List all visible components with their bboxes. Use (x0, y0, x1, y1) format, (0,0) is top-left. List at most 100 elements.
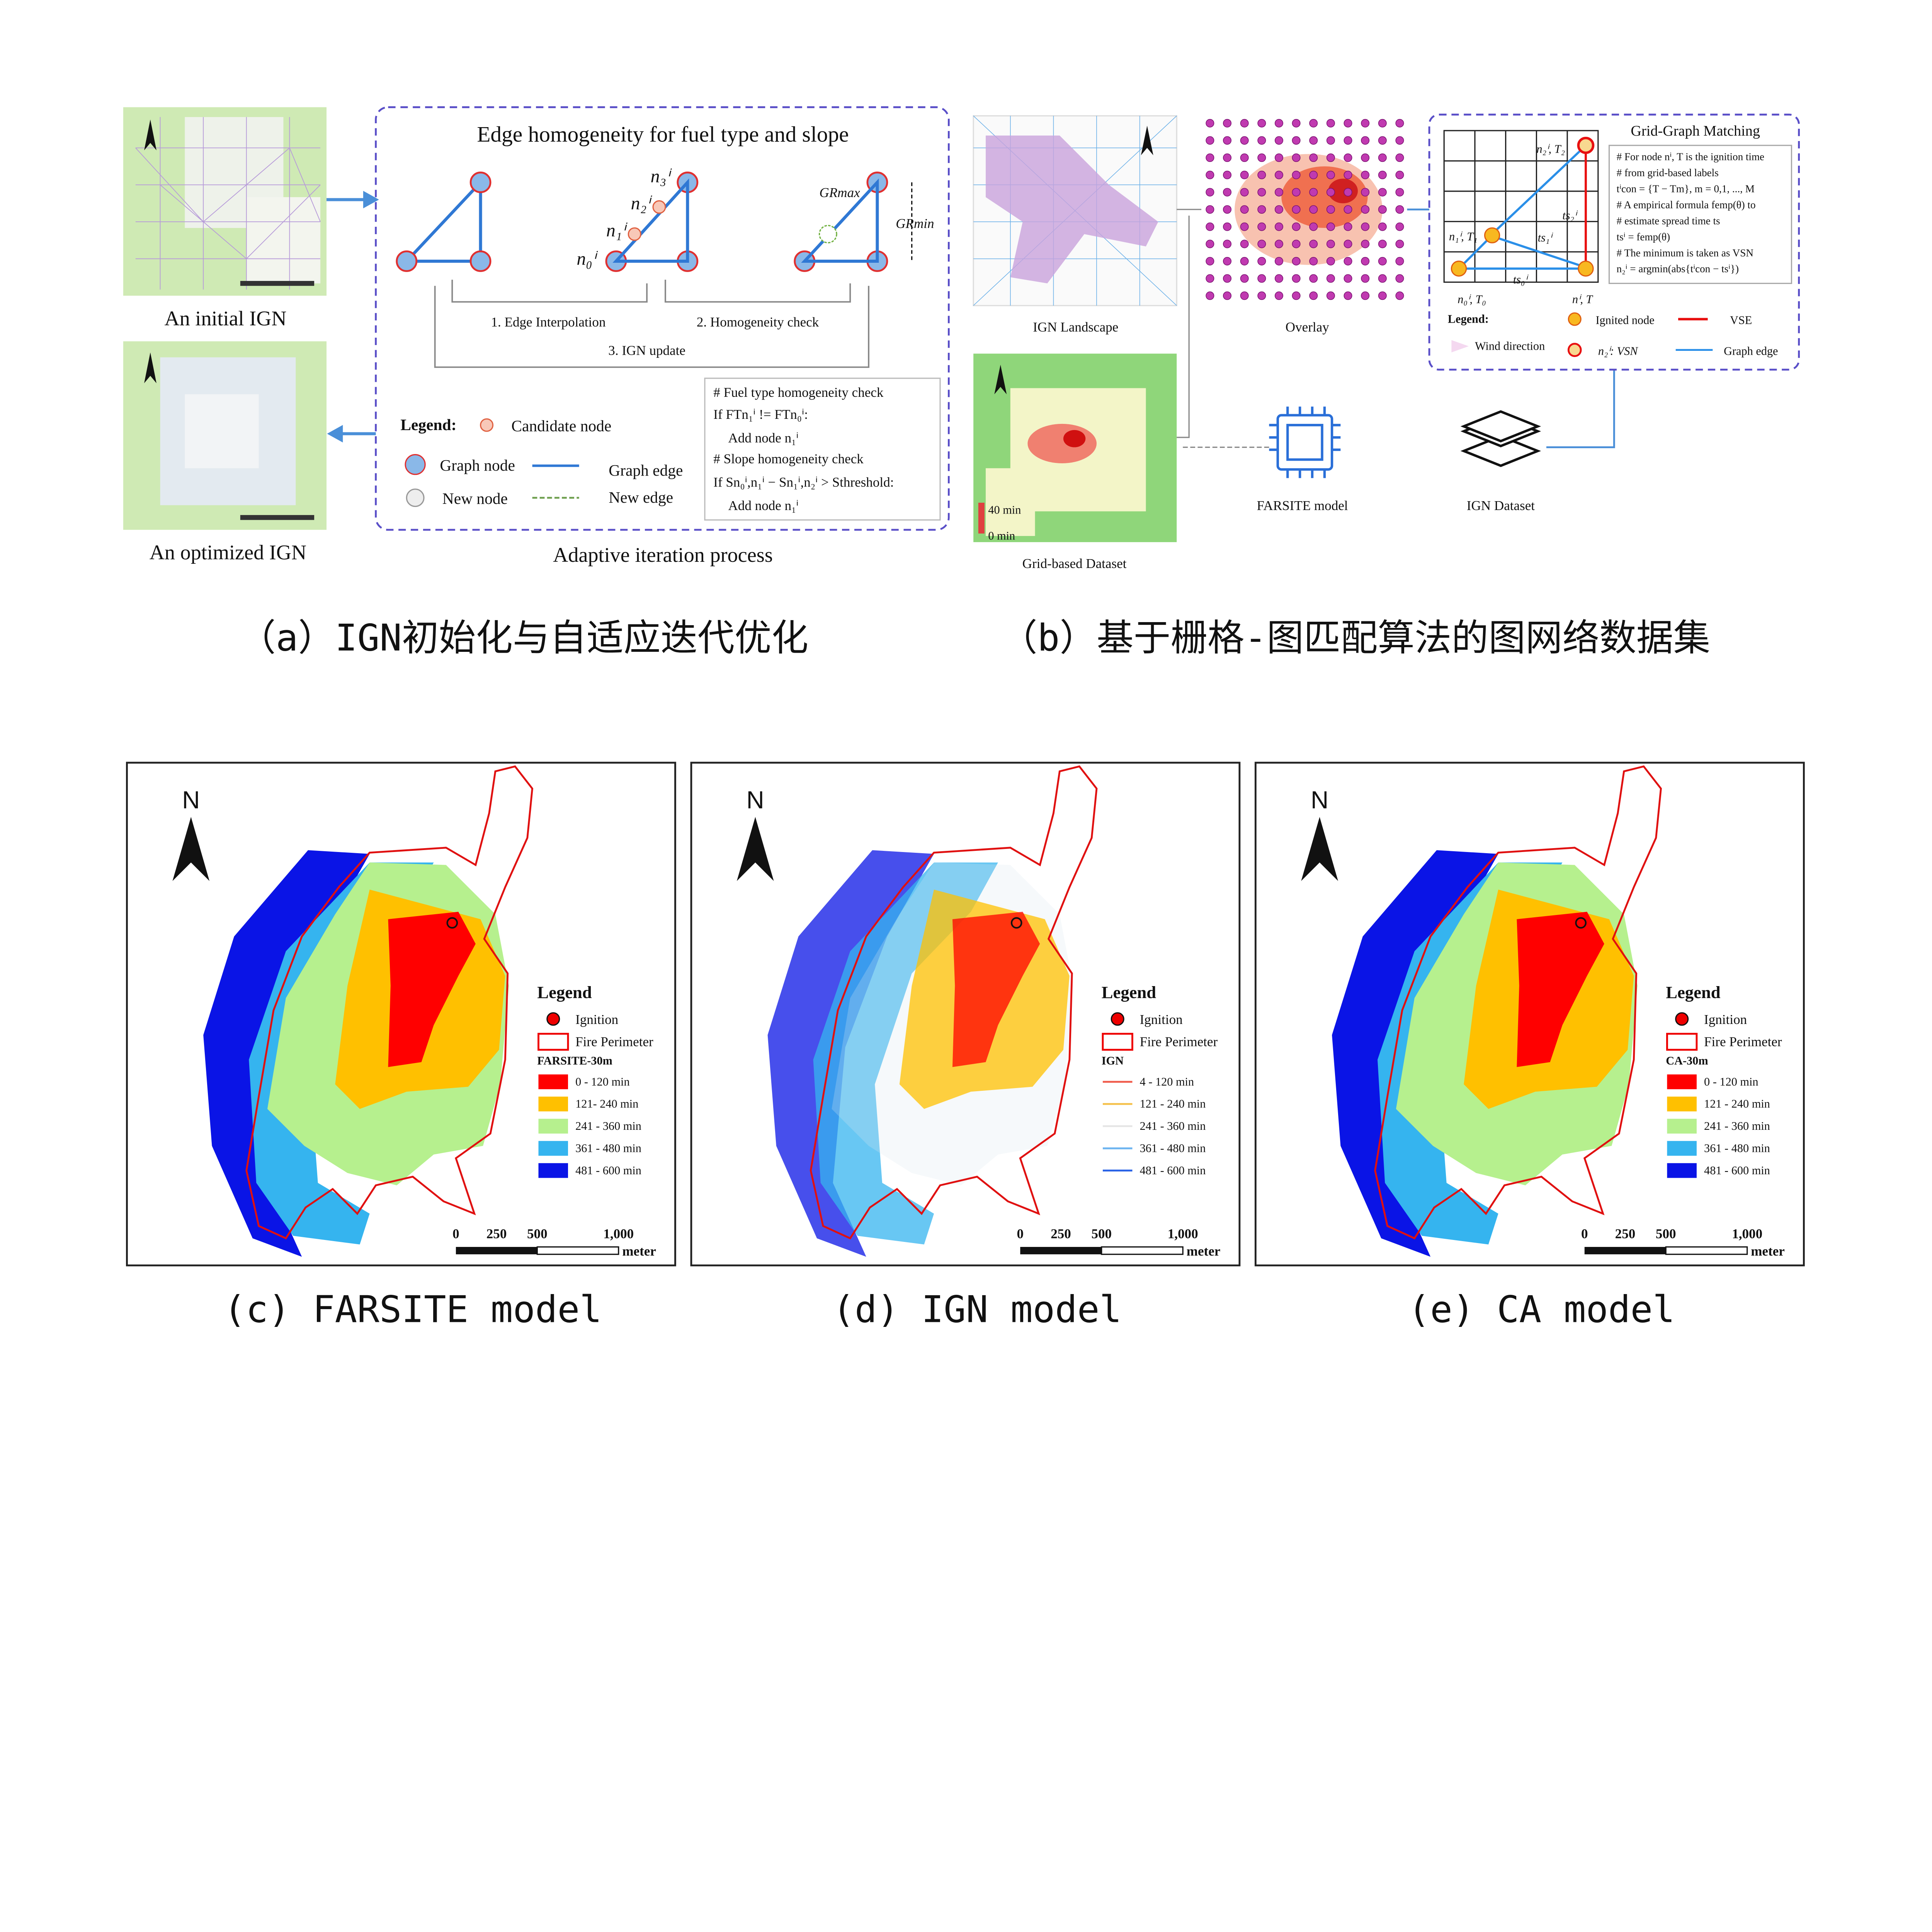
scale-tick: 250 (1615, 1226, 1636, 1242)
step-ign-update: 3. IGN update (608, 343, 685, 358)
overlay-node (1292, 240, 1301, 248)
code-line: n₂ⁱ = argmin(abs{tⁱcon − tsⁱ}) (1617, 263, 1739, 275)
overlay-node (1395, 136, 1404, 145)
overlay-node (1223, 291, 1232, 300)
overlay-node (1292, 119, 1301, 128)
overlay-node (1206, 170, 1214, 179)
overlay-node (1395, 222, 1404, 231)
panel-a: An initial IGN An optimized IGN Edge hom… (123, 106, 950, 660)
overlay-node (1378, 188, 1387, 197)
spread-zone-3 (1378, 862, 1563, 1245)
overlay-node (1344, 222, 1352, 231)
code-line: Add node n₁ⁱ (728, 498, 799, 513)
legend-swatch (1667, 1074, 1697, 1089)
overlay-node (1344, 205, 1352, 214)
code-line: # The minimum is taken as VSN (1617, 247, 1753, 259)
north-arrow-icon (144, 352, 156, 383)
overlay-node (1326, 291, 1335, 300)
scale-bar: 0 250 500 1,000 meter (1581, 1226, 1785, 1259)
code-line: # Slope homogeneity check (713, 451, 864, 466)
legend-title: Legend: (400, 416, 456, 434)
overlay-node (1206, 274, 1214, 283)
overlay-node (1326, 136, 1335, 145)
overlay-node (1378, 240, 1387, 248)
overlay-node (1274, 136, 1283, 145)
scale-tick: 0 (452, 1226, 459, 1242)
matching-grid (1443, 130, 1599, 283)
overlay-node (1223, 119, 1232, 128)
north-arrow-icon (1301, 817, 1338, 881)
overlay-node (1223, 170, 1232, 179)
optimized-ign-label: An optimized IGN (150, 541, 306, 564)
overlay-node (1223, 257, 1232, 266)
overlay-node (1395, 119, 1404, 128)
legend-class-label: 481 - 600 min (575, 1164, 641, 1177)
overlay-node (1326, 170, 1335, 179)
overlay-node (1292, 136, 1301, 145)
overlay-node (1292, 291, 1301, 300)
overlay-node (1257, 170, 1266, 179)
scale-tick: 1,000 (1168, 1226, 1198, 1242)
legend-title: Legend (537, 983, 592, 1002)
overlay-node (1344, 188, 1352, 197)
overlay-node (1326, 153, 1335, 162)
scale-tick: 500 (1091, 1226, 1112, 1242)
overlay-node (1274, 222, 1283, 231)
overlay-node (1240, 222, 1249, 231)
overlay-node (1395, 240, 1404, 248)
optimized-ign-image (123, 341, 327, 530)
overlay-node (1274, 119, 1283, 128)
scale-tick: 1,000 (603, 1226, 634, 1242)
farsite-chip-icon (1269, 406, 1341, 478)
legend-model-name: IGN (1102, 1054, 1124, 1067)
overlay-node (1240, 136, 1249, 145)
scale-tick: 250 (1051, 1226, 1071, 1242)
overlay-node (1395, 257, 1404, 266)
legend-ignition: Ignition (1704, 1012, 1747, 1027)
overlay-node (1344, 119, 1352, 128)
overlay-node (1309, 170, 1318, 179)
node-label-n0: n₀ⁱ (577, 249, 598, 269)
scale-tick: 0 (1017, 1226, 1024, 1242)
overlay-node (1292, 205, 1301, 214)
overlay-node (1240, 257, 1249, 266)
legend-class-label: 241 - 360 min (1140, 1119, 1206, 1133)
overlay-node (1395, 205, 1404, 214)
scale-tick: 250 (486, 1226, 507, 1242)
overlay-node (1309, 240, 1318, 248)
spread-zone-4 (767, 850, 934, 1257)
spread-zone-4 (203, 850, 370, 1257)
overlay-node (1361, 240, 1370, 248)
overlay-node (1223, 136, 1232, 145)
north-arrow-icon (144, 119, 156, 151)
overlay-node (1326, 257, 1335, 266)
overlay-node (1309, 205, 1318, 214)
overlay-node (1292, 153, 1301, 162)
legend-class-label: 361 - 480 min (575, 1141, 641, 1155)
legend-class-label: 4 - 120 min (1140, 1075, 1194, 1088)
ign-landscape-image (973, 115, 1177, 306)
north-arrow-icon (1141, 126, 1153, 155)
farsite-model-label: FARSITE model (1257, 498, 1348, 513)
label-n0-t0: n₀ⁱ, T₀ (1458, 293, 1486, 306)
legend-model-name: CA-30m (1666, 1054, 1708, 1067)
overlay-node (1240, 119, 1249, 128)
overlay-node (1240, 188, 1249, 197)
overlay-node (1223, 188, 1232, 197)
node-label-n2: n₂ⁱ (631, 193, 653, 214)
overlay-node (1274, 170, 1283, 179)
step-homogeneity-check: 2. Homogeneity check (697, 315, 819, 330)
code-line: # from grid-based labels (1617, 167, 1719, 179)
adaptive-iteration-label: Adaptive iteration process (553, 543, 773, 566)
grid-frame (1443, 130, 1599, 283)
initial-ign-image (123, 107, 327, 296)
overlay-node (1274, 153, 1283, 162)
code-line: tⁱcon = {T − Tm}, m = 0,1, ..., M (1617, 183, 1755, 194)
label-ts1: ts₁ⁱ (1538, 231, 1554, 244)
grid-graph-matching-box: Grid-Graph Matching n₂ⁱ, T₂ n₁ⁱ, T₁ n₀ⁱ,… (1428, 114, 1800, 371)
overlay-node (1274, 291, 1283, 300)
scale-tick: 500 (1656, 1226, 1676, 1242)
label-ts0: ts₀ⁱ (1513, 273, 1529, 286)
code-line: # Fuel type homogeneity check (713, 385, 884, 400)
overlay-node (1326, 274, 1335, 283)
